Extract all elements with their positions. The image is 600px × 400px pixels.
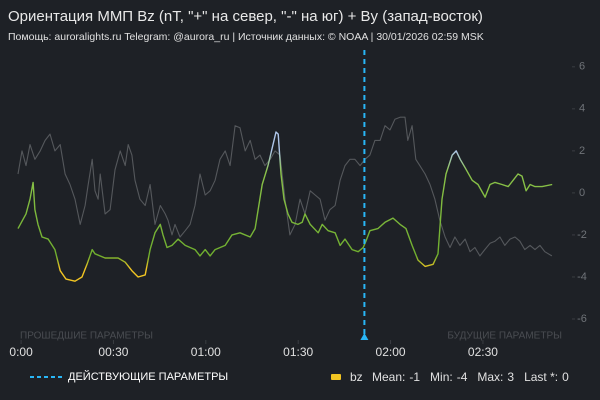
secondary-line [17,116,553,257]
x-tick-label: 01:00 [191,345,221,359]
past-label: ПРОШЕДШИЕ ПАРАМЕТРЫ [20,331,153,342]
y-tick-label: -4 [577,271,587,283]
y-tick-label: 4 [579,103,585,115]
stat-label: Max: [477,370,503,384]
chart-subtitle: Помощь: auroralights.ru Telegram: @auror… [8,31,484,43]
legend-label: bz [350,370,363,384]
chart-title: Ориентация ММП Bz (nT, "+" на север, "-"… [8,8,483,25]
now-marker [360,333,369,340]
stat-label: Min: [430,370,453,384]
stat-value: 3 [507,370,514,384]
x-tick-label: 02:30 [468,345,498,359]
stat-value: -1 [409,370,420,384]
legend-swatch [331,374,341,380]
stat-label: Last *: [524,370,558,384]
y-tick-label: -6 [577,313,587,325]
x-tick-label: 02:00 [376,345,406,359]
x-tick-label: 0:00 [9,345,33,359]
x-tick-label: 01:30 [283,345,313,359]
y-tick-label: 6 [579,61,585,73]
y-tick-label: -2 [577,229,587,241]
x-tick-label: 00:30 [98,345,128,359]
future-label: БУДУЩИЕ ПАРАМЕТРЫ [447,331,562,342]
y-tick-label: 0 [579,187,585,199]
stat-value: 0 [562,370,569,384]
legend-now-label: ДЕЙСТВУЮЩИЕ ПАРАМЕТРЫ [68,370,228,383]
stat-value: -4 [457,370,468,384]
y-tick-label: 2 [579,145,585,157]
stat-label: Mean: [372,370,405,384]
series-line [17,131,553,282]
